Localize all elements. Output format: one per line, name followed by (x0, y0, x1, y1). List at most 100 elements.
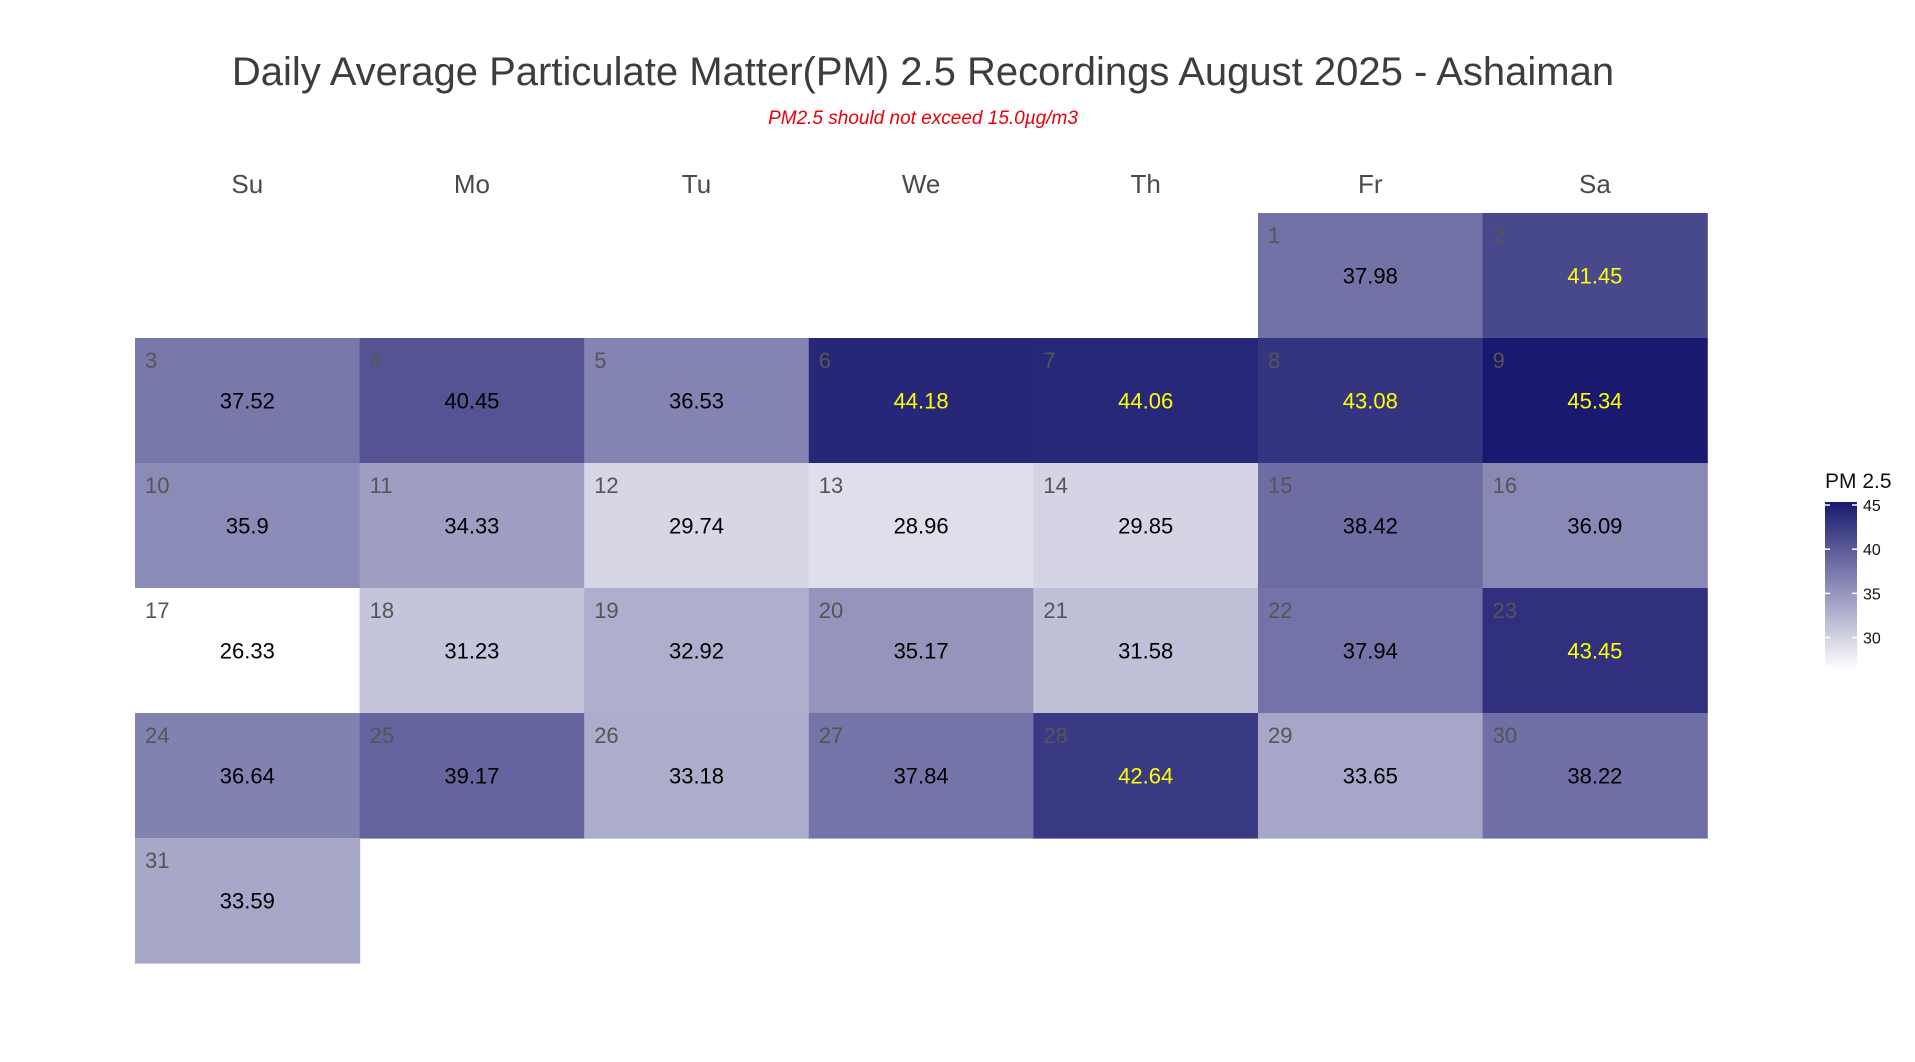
day-cell: 337.52 (135, 338, 361, 464)
day-cell: 11 34.33 (359, 463, 585, 589)
weekday-label: Tu (682, 169, 711, 199)
day-value-label: 31.23 (444, 639, 499, 664)
day-cell: 27 37.84 (808, 713, 1034, 839)
day-cell: 29 33.65 (1258, 713, 1484, 839)
day-number: 23 (1493, 598, 1517, 623)
day-number: 13 (819, 473, 843, 498)
day-cell-fill (359, 588, 585, 714)
day-cell: 241.45 (1482, 213, 1708, 339)
day-number: 25 (370, 723, 394, 748)
day-value-label: 38.42 (1343, 514, 1398, 539)
day-cell: 23 43.45 (1482, 588, 1708, 714)
day-cell-fill (808, 463, 1034, 589)
day-value-label: 32.92 (669, 639, 724, 664)
day-number: 17 (145, 598, 169, 623)
day-number: 12 (594, 473, 618, 498)
legend-colorbar (1825, 502, 1857, 670)
day-value-label: 33.59 (220, 889, 275, 914)
day-cell-fill (1033, 713, 1259, 839)
legend-tick-label: 45 (1863, 498, 1881, 515)
weekday-label: Sa (1579, 169, 1611, 199)
day-cell: 25 39.17 (359, 713, 585, 839)
day-number: 28 (1043, 723, 1067, 748)
day-cell-fill (584, 338, 810, 464)
legend-title: PM 2.5 (1825, 470, 1892, 493)
day-cell-fill (1033, 588, 1259, 714)
day-cell-fill (1033, 338, 1259, 464)
day-number: 3 (145, 348, 157, 373)
day-cell: 10 35.9 (135, 463, 361, 589)
legend-tick-label: 30 (1863, 631, 1881, 648)
day-number: 26 (594, 723, 618, 748)
day-cell: 13 28.96 (808, 463, 1034, 589)
day-cell-fill (584, 588, 810, 714)
day-cell-fill (1033, 463, 1259, 589)
day-cell-fill (135, 463, 361, 589)
day-number: 27 (819, 723, 843, 748)
chart-subtitle: PM2.5 should not exceed 15.0µg/m3 (768, 108, 1078, 129)
day-cell-fill (1482, 338, 1708, 464)
day-number: 21 (1043, 598, 1067, 623)
day-cell-fill (584, 713, 810, 839)
day-cell: 28 42.64 (1033, 713, 1259, 839)
day-value-label: 29.85 (1118, 514, 1173, 539)
day-cell: 14 29.85 (1033, 463, 1259, 589)
legend-tick-label: 40 (1863, 542, 1881, 559)
day-cell: 440.45 (359, 338, 585, 464)
day-value-label: 29.74 (669, 514, 724, 539)
day-value-label: 34.33 (444, 514, 499, 539)
day-value-label: 33.65 (1343, 764, 1398, 789)
day-cell: 12 29.74 (584, 463, 810, 589)
day-number: 8 (1268, 348, 1280, 373)
day-value-label: 31.58 (1118, 639, 1173, 664)
day-number: 29 (1268, 723, 1292, 748)
day-cell-fill (1258, 588, 1484, 714)
day-cell-fill (1482, 213, 1708, 339)
day-cell-fill (1258, 338, 1484, 464)
day-value-label: 40.45 (444, 389, 499, 414)
day-cell-fill (135, 713, 361, 839)
day-value-label: 36.64 (220, 764, 275, 789)
day-cell: 26 33.18 (584, 713, 810, 839)
color-legend: PM 2.5 45 40 35 30 (1825, 470, 1892, 670)
day-value-label: 38.22 (1567, 764, 1622, 789)
day-cell: 536.53 (584, 338, 810, 464)
day-cell: 644.18 (808, 338, 1034, 464)
day-number: 16 (1493, 473, 1517, 498)
day-cell: 137.98 (1258, 213, 1484, 339)
chart-title: Daily Average Particulate Matter(PM) 2.5… (231, 50, 1615, 94)
day-number: 31 (145, 848, 169, 873)
day-number: 9 (1493, 348, 1505, 373)
day-cell: 21 31.58 (1033, 588, 1259, 714)
legend-tick-label: 35 (1863, 586, 1881, 603)
weekday-header: Su Mo Tu We Th Fr Sa (231, 169, 1611, 199)
day-cell-fill (584, 463, 810, 589)
weekday-label: We (902, 169, 941, 199)
day-value-label: 41.45 (1567, 264, 1622, 289)
weekday-label: Su (231, 169, 263, 199)
day-value-label: 28.96 (894, 514, 949, 539)
day-value-label: 36.53 (669, 389, 724, 414)
day-value-label: 37.94 (1343, 639, 1398, 664)
day-cell: 843.08 (1258, 338, 1484, 464)
day-number: 15 (1268, 473, 1292, 498)
day-cell: 20 35.17 (808, 588, 1034, 714)
day-cell-fill (359, 713, 585, 839)
day-cell-fill (1482, 588, 1708, 714)
day-value-label: 35.17 (894, 639, 949, 664)
day-cell-fill (135, 588, 361, 714)
day-value-label: 42.64 (1118, 764, 1173, 789)
weekday-label: Mo (454, 169, 490, 199)
day-cell: 15 38.42 (1258, 463, 1484, 589)
day-value-label: 37.98 (1343, 264, 1398, 289)
day-value-label: 36.09 (1567, 514, 1622, 539)
day-cell-fill (359, 463, 585, 589)
day-cell: 744.06 (1033, 338, 1259, 464)
day-cell: 30 38.22 (1482, 713, 1708, 839)
day-cell-fill (1482, 463, 1708, 589)
day-value-label: 43.45 (1567, 639, 1622, 664)
day-cell-fill (1258, 713, 1484, 839)
day-cell-fill (359, 338, 585, 464)
